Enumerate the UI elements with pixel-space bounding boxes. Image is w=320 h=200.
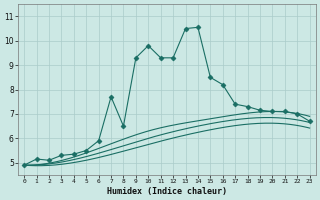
X-axis label: Humidex (Indice chaleur): Humidex (Indice chaleur): [107, 187, 227, 196]
